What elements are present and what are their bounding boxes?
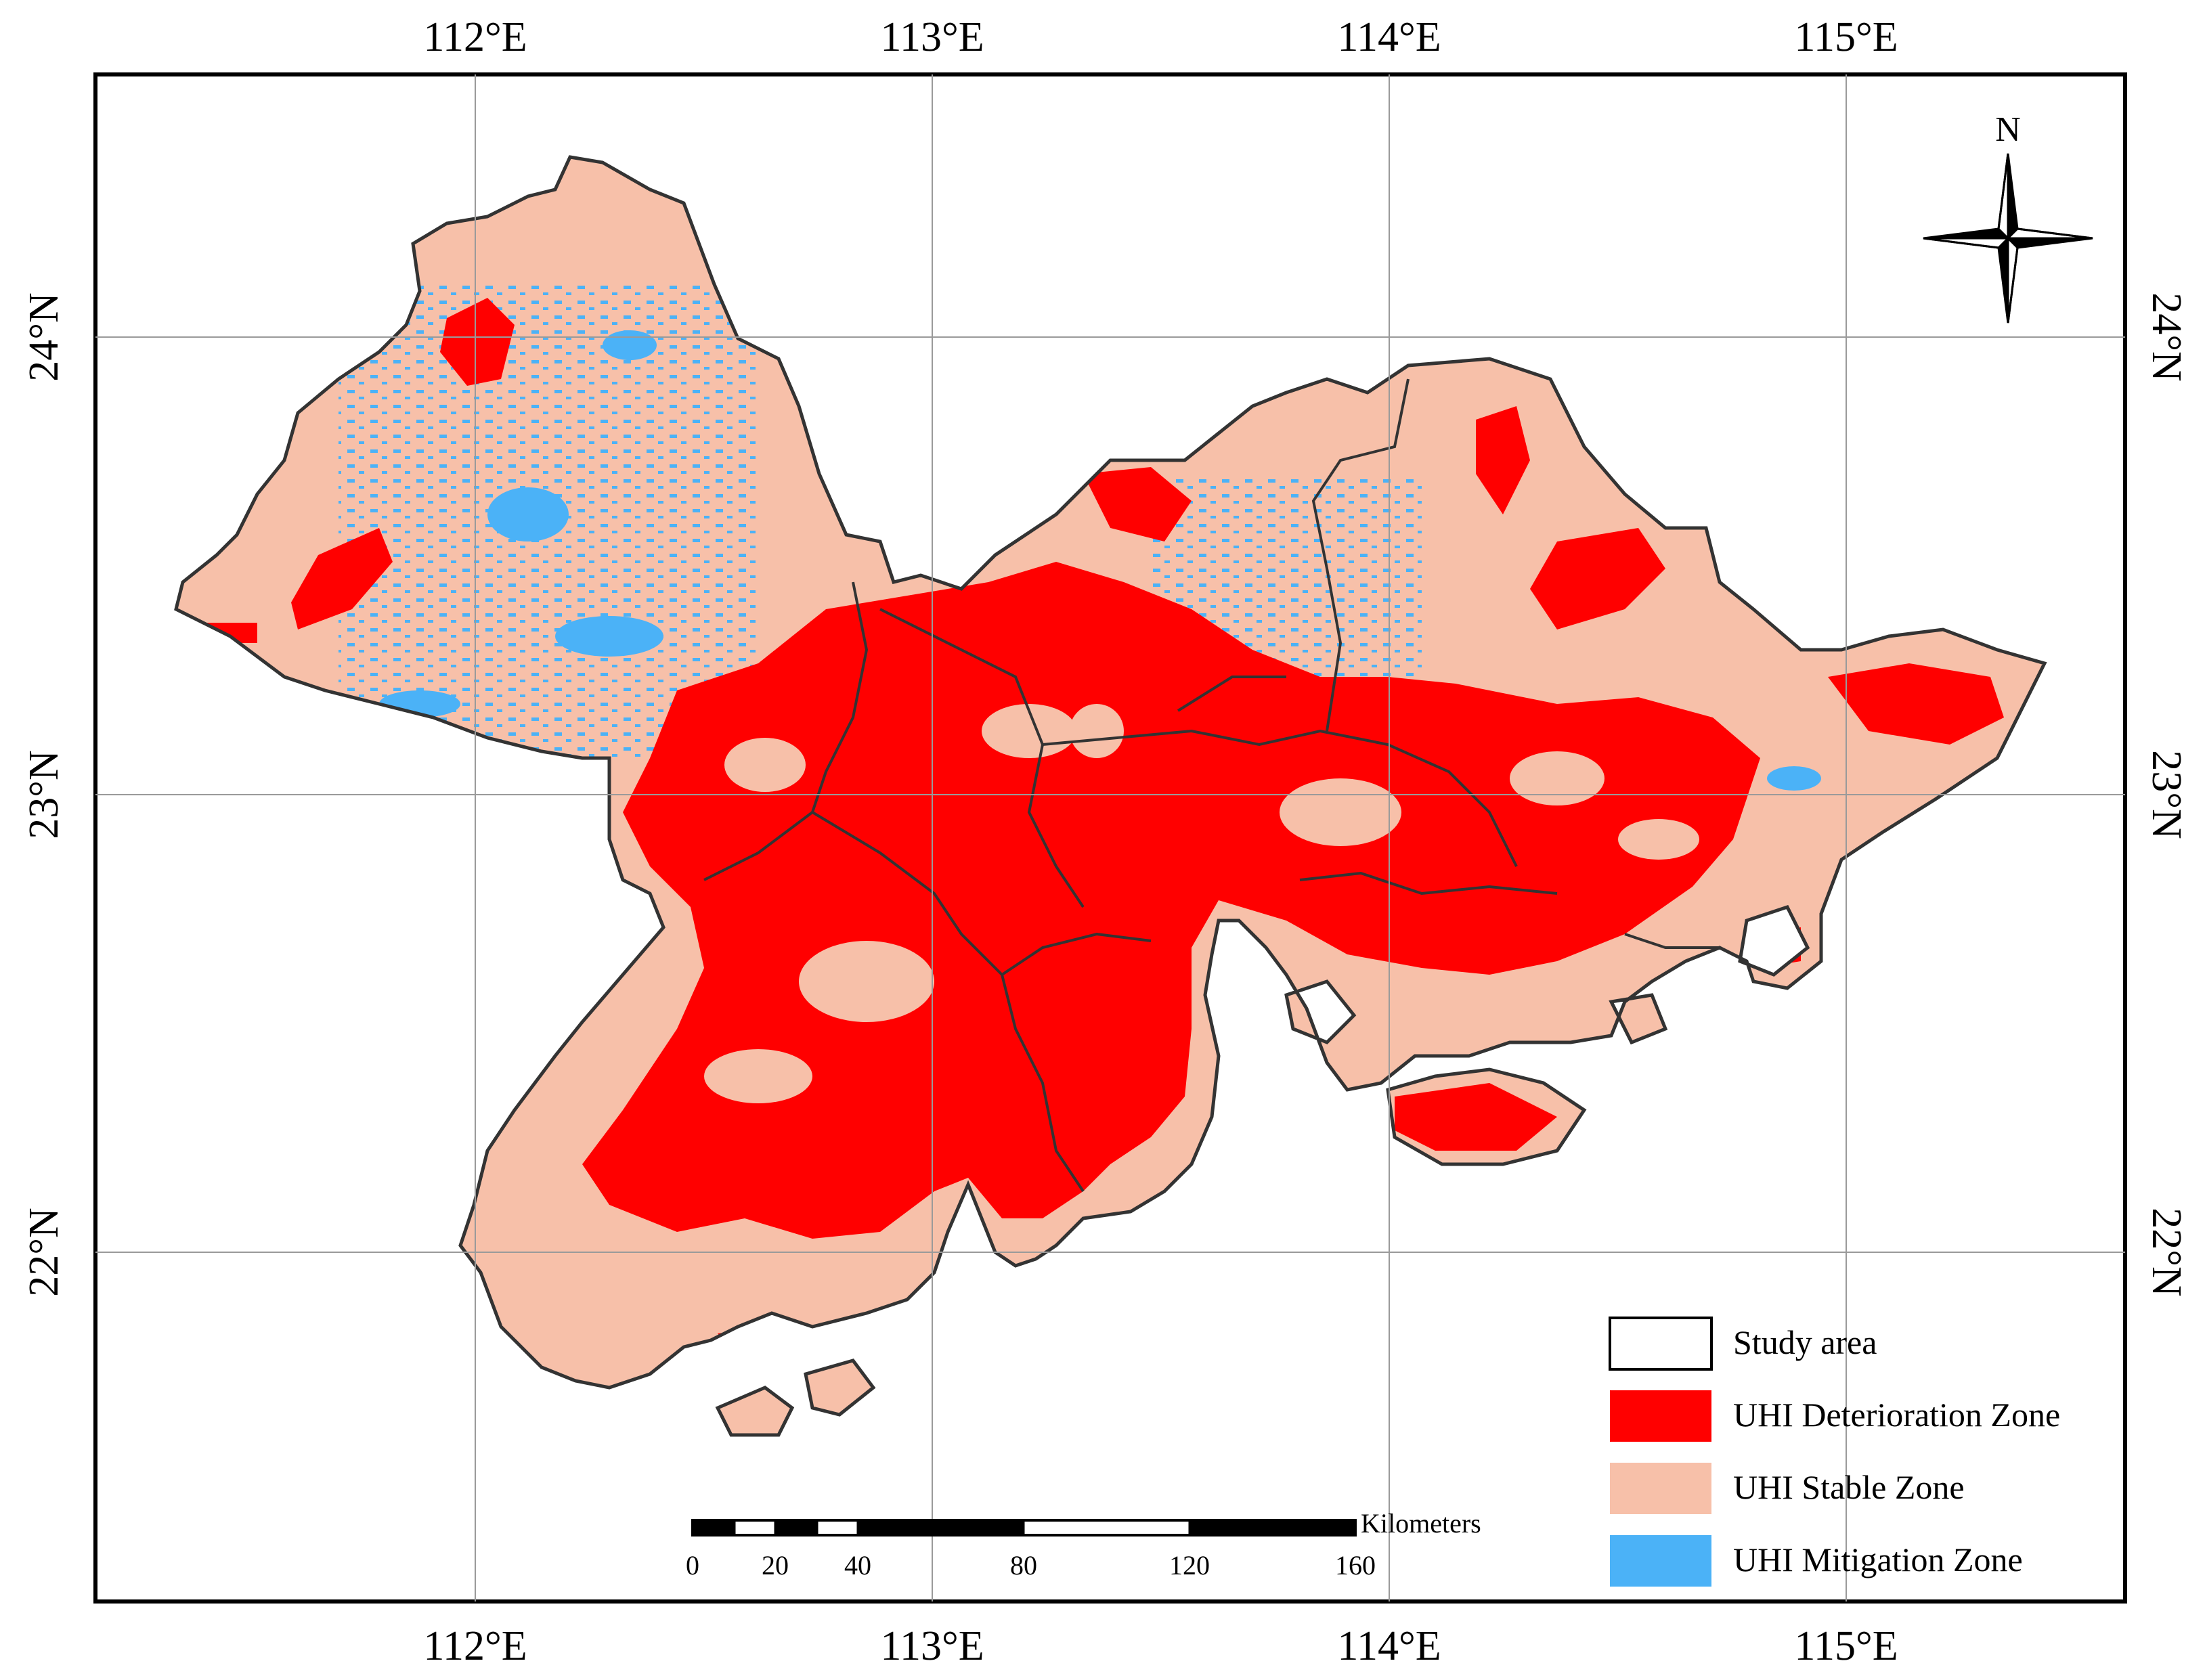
legend-label: Study area xyxy=(1733,1323,1877,1361)
scale-bar-seg xyxy=(816,1519,859,1537)
legend: Study area UHI Deterioration Zone UHI St… xyxy=(1609,1317,2060,1587)
compass-icon xyxy=(1923,153,2093,324)
scale-tick-label: 120 xyxy=(1169,1550,1210,1580)
scale-bar-seg xyxy=(733,1519,777,1537)
north-arrow: N xyxy=(1923,110,2093,324)
scale-bar-seg xyxy=(1022,1519,1191,1537)
lat-label-right: 23°N xyxy=(2143,750,2189,839)
lat-label-right: 22°N xyxy=(2143,1208,2189,1297)
legend-swatch-mitigation xyxy=(1610,1535,1711,1587)
scale-bar-seg xyxy=(858,1520,1024,1535)
legend-label: UHI Mitigation Zone xyxy=(1733,1541,2023,1578)
lon-label-bottom: 113°E xyxy=(880,1623,984,1669)
legend-swatch-deterioration xyxy=(1610,1390,1711,1442)
stable-islands xyxy=(704,704,1699,1103)
lon-label-bottom: 112°E xyxy=(423,1623,527,1669)
lon-label-bottom: 114°E xyxy=(1337,1623,1441,1669)
lon-label-top: 115°E xyxy=(1794,14,1898,60)
lon-label-top: 113°E xyxy=(880,14,984,60)
scale-tick-label: 0 xyxy=(686,1550,699,1580)
legend-label: UHI Deterioration Zone xyxy=(1733,1396,2060,1434)
legend-label: UHI Stable Zone xyxy=(1733,1468,1965,1506)
scale-bar-seg xyxy=(693,1520,735,1535)
scale-bar-outline xyxy=(691,1519,1357,1537)
north-arrow-label: N xyxy=(1995,110,2021,149)
lat-label-left: 23°N xyxy=(21,750,67,839)
scale-tick-label: 40 xyxy=(844,1550,871,1580)
scale-bar-seg xyxy=(1189,1520,1355,1535)
scale-bar: Kilometers 0 20 40 80 120 160 xyxy=(686,1508,1481,1580)
legend-swatch-study-area xyxy=(1609,1317,1713,1371)
mitigation-zone xyxy=(339,284,1821,1107)
lon-label-top: 114°E xyxy=(1337,14,1441,60)
graticule xyxy=(95,74,2125,1601)
scale-tick-label: 160 xyxy=(1335,1550,1376,1580)
legend-swatch-stable xyxy=(1610,1463,1711,1514)
lon-label-top: 112°E xyxy=(423,14,527,60)
scale-tick-label: 80 xyxy=(1010,1550,1037,1580)
scale-bar-seg xyxy=(775,1520,817,1535)
lon-label-bottom: 115°E xyxy=(1794,1623,1898,1669)
lat-label-left: 24°N xyxy=(21,292,67,382)
scale-tick-label: 20 xyxy=(762,1550,789,1580)
lat-label-left: 22°N xyxy=(21,1208,67,1297)
lat-label-right: 24°N xyxy=(2143,292,2189,382)
city-boundaries xyxy=(703,378,1720,1193)
scale-bar-unit: Kilometers xyxy=(1361,1508,1481,1539)
